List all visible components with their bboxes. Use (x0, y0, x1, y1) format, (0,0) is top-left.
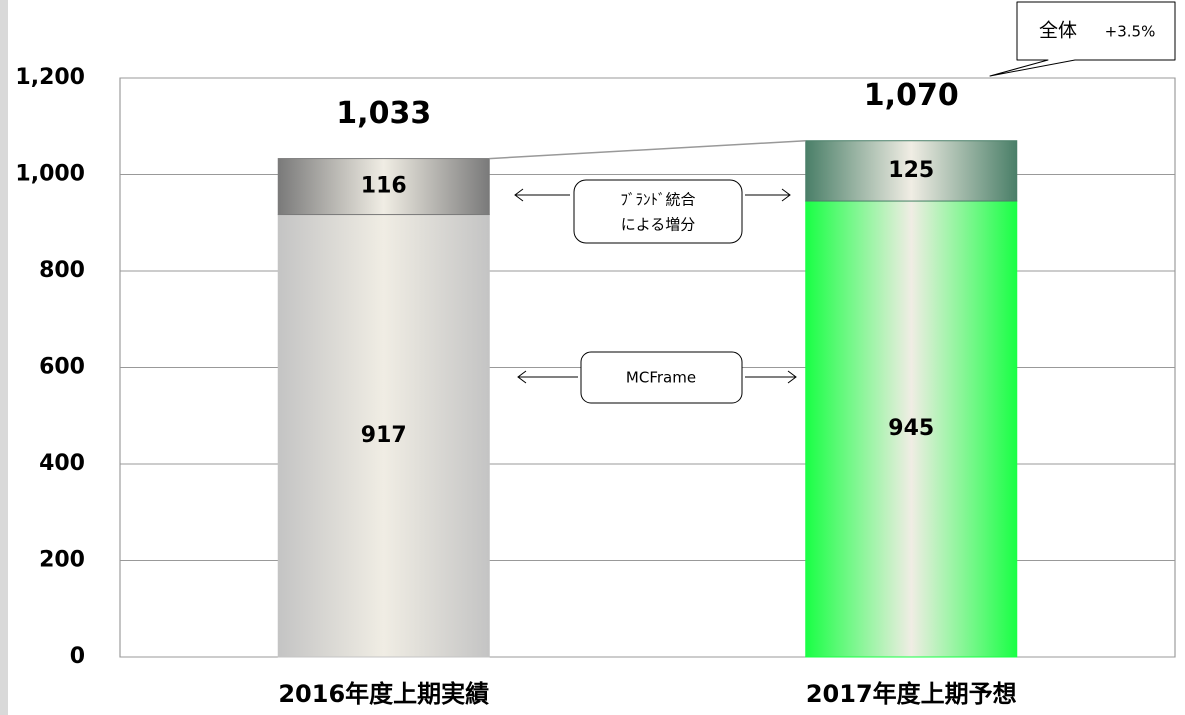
x-tick-label: 2017年度上期予想 (806, 680, 1017, 708)
connector-line (489, 139, 806, 160)
total-label: 1,070 (864, 78, 959, 113)
x-tick-label: 2016年度上期実績 (278, 680, 489, 708)
y-tick-label: 400 (39, 451, 85, 476)
total-label: 1,033 (336, 96, 431, 131)
segment-label: 917 (361, 423, 407, 448)
callout-box (573, 179, 743, 244)
callout-brand: ﾌﾞﾗﾝﾄﾞ統合 による増分 (514, 179, 791, 244)
left-strip (0, 0, 8, 715)
callout-mcframe: MCFrame (517, 351, 797, 404)
y-tick-label: 200 (39, 548, 85, 573)
arrow-head (514, 188, 524, 202)
bar-segment (277, 158, 490, 216)
y-tick-label: 1,000 (15, 162, 85, 187)
y-tick-label: 600 (39, 355, 85, 380)
segment-label: 945 (888, 416, 934, 441)
callout-label: 全体 (1039, 20, 1077, 42)
callout-box (989, 1, 1176, 77)
arrow-head (781, 188, 791, 202)
segment-label: 125 (888, 158, 934, 183)
bar-segment (277, 214, 490, 658)
bars: 917 116 1,033 2016年度上期実績 945 125 1,070 2017年度上期… (277, 78, 1018, 708)
callout-text: による増分 (621, 216, 696, 234)
arrow-head (787, 370, 797, 384)
bar-segment (805, 140, 1018, 202)
y-tick-label: 800 (39, 258, 85, 283)
segment-label: 116 (361, 174, 407, 199)
arrow-head (517, 370, 527, 384)
callout-text: MCFrame (626, 369, 696, 387)
callout-text: ﾌﾞﾗﾝﾄﾞ統合 (620, 191, 695, 209)
y-tick-label: 0 (70, 644, 85, 669)
callout-total: 全体 +3.5% (989, 1, 1176, 77)
callout-value: +3.5% (1105, 23, 1156, 41)
y-tick-label: 1,200 (15, 65, 85, 90)
bar-segment (805, 200, 1018, 658)
callout-box (580, 351, 743, 404)
